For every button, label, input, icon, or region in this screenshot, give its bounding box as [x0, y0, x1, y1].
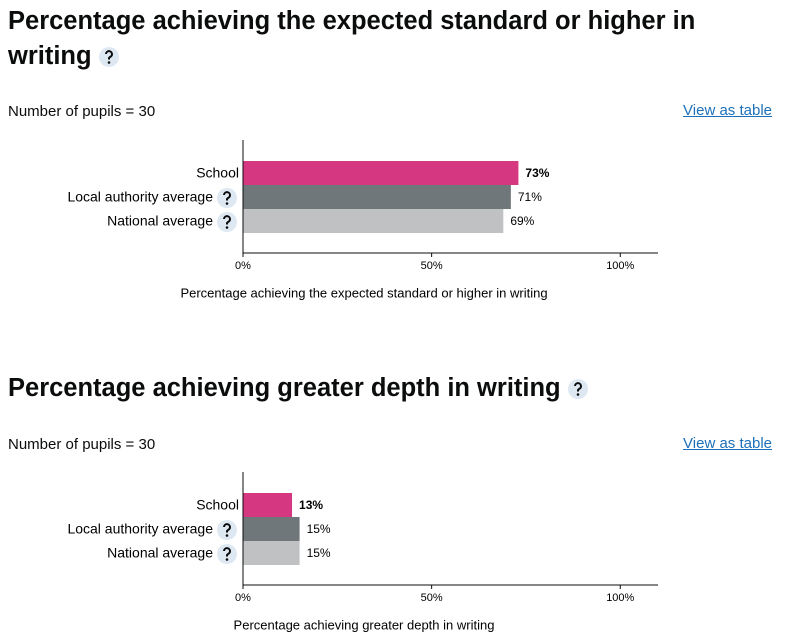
category-label: School [196, 165, 239, 181]
help-icon[interactable] [217, 520, 237, 540]
category-label: Local authority average [67, 189, 213, 205]
bar [243, 161, 519, 185]
help-icon[interactable] [98, 46, 120, 68]
category-label: National average [107, 213, 213, 229]
value-label: 69% [510, 214, 534, 228]
value-label: 13% [299, 498, 323, 512]
bar [243, 493, 293, 517]
chart-title: Percentage achieving greater depth in wr… [8, 374, 561, 402]
x-axis-title: Percentage achieving the expected standa… [180, 285, 547, 300]
x-tick-label: 100% [606, 260, 634, 272]
bar [243, 517, 300, 541]
view-table-link[interactable]: View as table [683, 435, 772, 452]
x-tick-label: 0% [235, 260, 251, 272]
chart-title-block: Percentage achieving greater depth in wr… [8, 371, 748, 406]
chart: School 13% Local authority average 15% Natio… [67, 472, 658, 632]
value-label: 73% [525, 166, 549, 180]
x-tick-label: 0% [235, 592, 251, 604]
view-table-link[interactable]: View as table [683, 102, 772, 119]
value-label: 15% [307, 522, 331, 536]
help-icon[interactable] [217, 212, 237, 232]
value-label: 15% [307, 546, 331, 560]
chart: School 73% Local authority average 71% Natio… [67, 140, 658, 300]
x-axis-title: Percentage achieving greater depth in wr… [234, 617, 495, 632]
category-label: School [196, 497, 239, 513]
bar [243, 185, 511, 209]
bar [243, 541, 300, 565]
value-label: 71% [518, 190, 542, 204]
pupil-count: Number of pupils = 30 [8, 436, 156, 453]
x-tick-label: 50% [421, 260, 443, 272]
help-icon[interactable] [567, 378, 589, 400]
help-icon[interactable] [217, 544, 237, 564]
pupil-count: Number of pupils = 30 [8, 103, 156, 120]
bar [243, 209, 504, 233]
help-icon[interactable] [217, 188, 237, 208]
category-label: Local authority average [67, 521, 213, 537]
category-label: National average [107, 545, 213, 561]
chart-title-block: Percentage achieving the expected standa… [8, 4, 748, 74]
chart-title: Percentage achieving the expected standa… [8, 7, 696, 70]
x-tick-label: 50% [421, 592, 443, 604]
x-tick-label: 100% [606, 592, 634, 604]
